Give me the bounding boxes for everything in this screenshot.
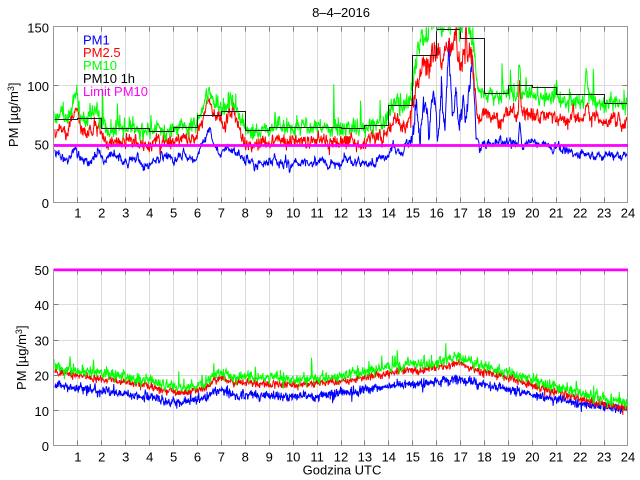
svg-text:23: 23 bbox=[597, 450, 611, 465]
svg-text:8: 8 bbox=[242, 206, 249, 221]
svg-text:20: 20 bbox=[525, 206, 539, 221]
svg-text:Godzina UTC: Godzina UTC bbox=[303, 463, 382, 478]
svg-text:24: 24 bbox=[621, 450, 635, 465]
svg-text:1: 1 bbox=[74, 450, 81, 465]
svg-text:12: 12 bbox=[334, 206, 348, 221]
svg-text:9: 9 bbox=[266, 450, 273, 465]
svg-text:7: 7 bbox=[218, 450, 225, 465]
svg-text:21: 21 bbox=[549, 450, 563, 465]
svg-text:24: 24 bbox=[621, 206, 635, 221]
svg-text:2: 2 bbox=[98, 450, 105, 465]
svg-text:2: 2 bbox=[98, 206, 105, 221]
svg-text:5: 5 bbox=[170, 450, 177, 465]
svg-text:23: 23 bbox=[597, 206, 611, 221]
svg-text:8: 8 bbox=[242, 450, 249, 465]
svg-text:30: 30 bbox=[35, 333, 49, 348]
svg-text:20: 20 bbox=[525, 450, 539, 465]
svg-text:PM2.5: PM2.5 bbox=[83, 45, 121, 60]
svg-text:15: 15 bbox=[406, 206, 420, 221]
svg-text:21: 21 bbox=[549, 206, 563, 221]
svg-text:17: 17 bbox=[453, 450, 467, 465]
svg-text:PM1: PM1 bbox=[83, 32, 110, 47]
svg-text:15: 15 bbox=[406, 450, 420, 465]
svg-text:16: 16 bbox=[429, 450, 443, 465]
svg-text:7: 7 bbox=[218, 206, 225, 221]
svg-text:0: 0 bbox=[42, 439, 49, 454]
svg-text:PM10: PM10 bbox=[83, 58, 117, 73]
svg-text:11: 11 bbox=[310, 450, 324, 465]
svg-text:6: 6 bbox=[194, 450, 201, 465]
svg-text:9: 9 bbox=[266, 206, 273, 221]
svg-text:10: 10 bbox=[286, 206, 300, 221]
svg-text:10: 10 bbox=[286, 450, 300, 465]
svg-text:6: 6 bbox=[194, 206, 201, 221]
svg-text:50: 50 bbox=[35, 263, 49, 278]
svg-text:PM [µg/m3]: PM [µg/m3] bbox=[14, 325, 29, 390]
svg-text:40: 40 bbox=[35, 298, 49, 313]
svg-text:3: 3 bbox=[122, 450, 129, 465]
svg-text:Limit PM10: Limit PM10 bbox=[83, 84, 148, 99]
svg-text:20: 20 bbox=[35, 369, 49, 384]
svg-text:22: 22 bbox=[573, 206, 587, 221]
svg-text:PM [µg/m3]: PM [µg/m3] bbox=[6, 83, 21, 148]
svg-text:1: 1 bbox=[74, 206, 81, 221]
svg-text:10: 10 bbox=[35, 404, 49, 419]
svg-text:3: 3 bbox=[122, 206, 129, 221]
svg-text:14: 14 bbox=[382, 206, 396, 221]
svg-text:8–4–2016: 8–4–2016 bbox=[312, 5, 370, 20]
svg-text:13: 13 bbox=[358, 450, 372, 465]
svg-text:150: 150 bbox=[27, 20, 49, 35]
svg-text:100: 100 bbox=[27, 79, 49, 94]
svg-text:PM10 1h: PM10 1h bbox=[83, 71, 135, 86]
svg-text:50: 50 bbox=[35, 137, 49, 152]
svg-text:16: 16 bbox=[429, 206, 443, 221]
svg-text:14: 14 bbox=[382, 450, 396, 465]
svg-text:12: 12 bbox=[334, 450, 348, 465]
svg-text:19: 19 bbox=[501, 450, 515, 465]
svg-text:17: 17 bbox=[453, 206, 467, 221]
svg-text:22: 22 bbox=[573, 450, 587, 465]
svg-text:0: 0 bbox=[42, 196, 49, 211]
svg-text:18: 18 bbox=[477, 206, 491, 221]
svg-text:18: 18 bbox=[477, 450, 491, 465]
svg-text:13: 13 bbox=[358, 206, 372, 221]
svg-text:19: 19 bbox=[501, 206, 515, 221]
svg-text:4: 4 bbox=[146, 206, 153, 221]
svg-text:4: 4 bbox=[146, 450, 153, 465]
svg-text:5: 5 bbox=[170, 206, 177, 221]
svg-text:11: 11 bbox=[310, 206, 324, 221]
